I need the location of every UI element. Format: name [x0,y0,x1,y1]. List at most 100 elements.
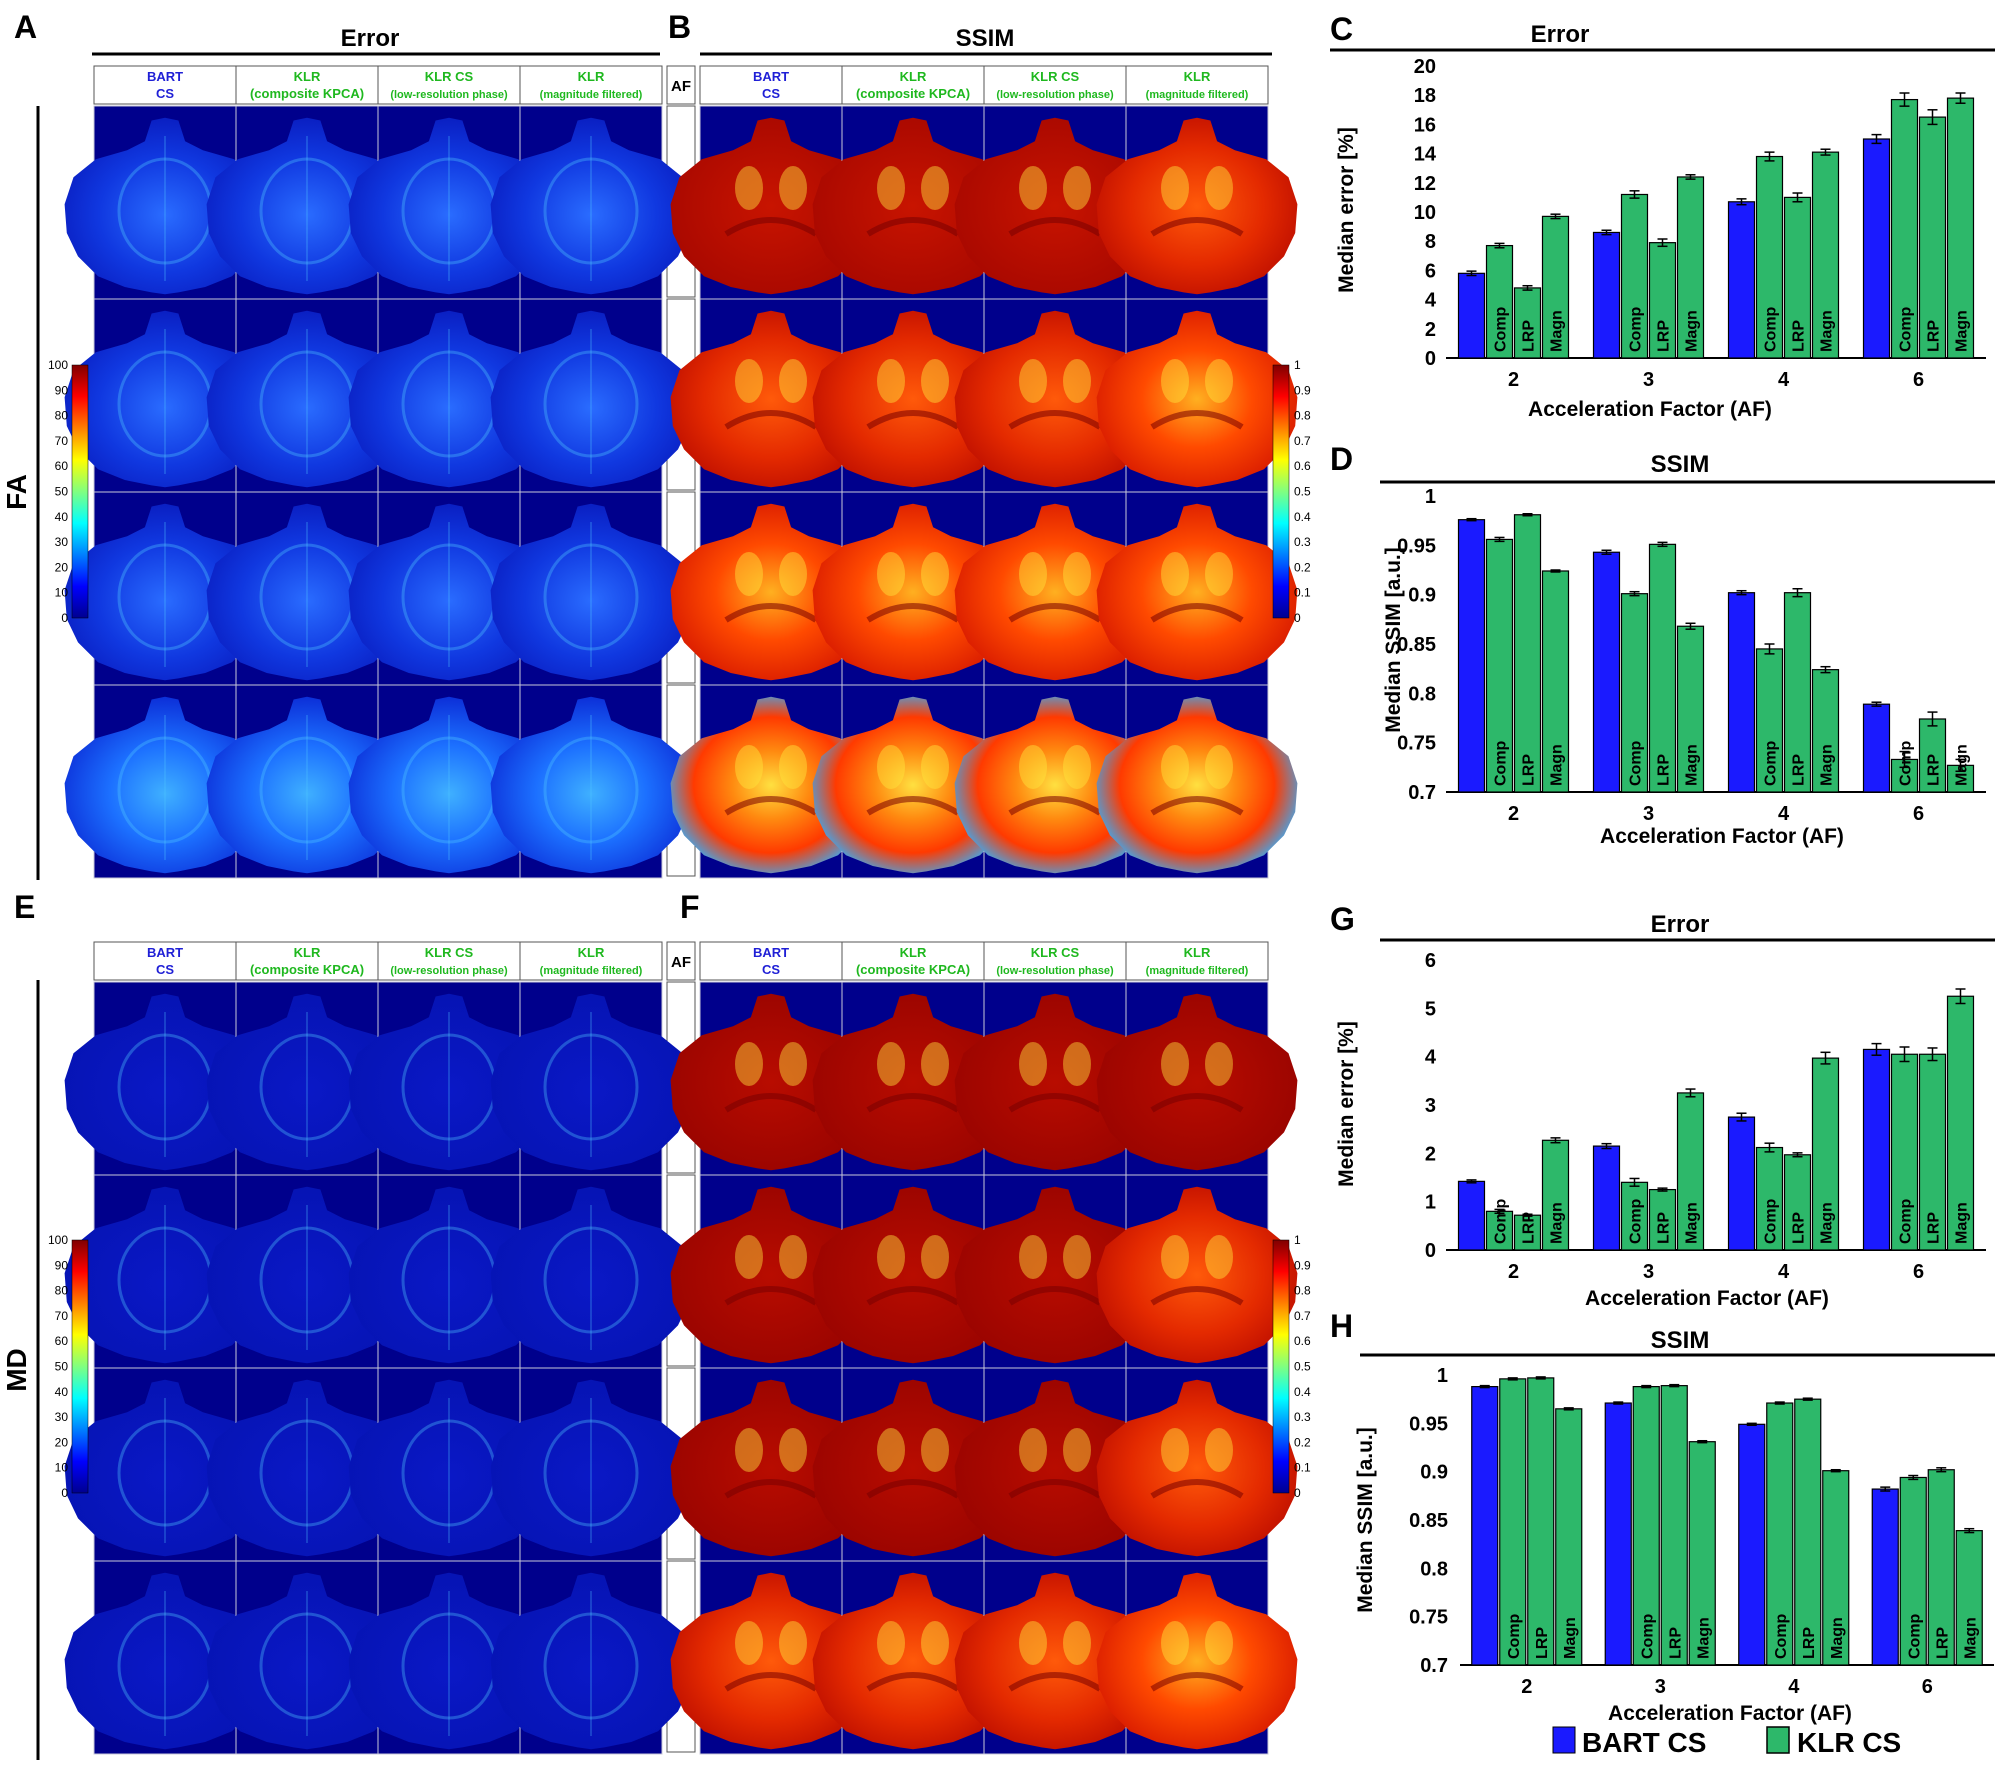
colorbar-tick: 0.7 [1294,1309,1311,1323]
row-label-md: MD [1,1348,32,1392]
bar-label: LRP [1791,320,1808,352]
brain-structure [1019,745,1047,789]
brain-structure [735,1042,763,1086]
colorbar-tick: 0.8 [1294,1284,1311,1298]
colorbar-tick: 0 [61,1486,68,1500]
panel-letter: C [1330,11,1353,47]
brain-structure [724,1286,818,1306]
x-tick-label: 3 [1643,1261,1654,1283]
y-axis-label: Median SSIM [a.u.] [1382,547,1405,733]
colorbar [1272,1239,1290,1494]
brain-map [812,1379,1014,1557]
colorbar-tick: 60 [55,1334,69,1348]
bar [1955,1530,1983,1666]
column-header-line2: (low-resolution phase) [996,965,1114,977]
bar-label: Magn [1819,744,1836,786]
column-header-line2: CS [762,86,780,101]
brain-map [206,117,408,295]
y-tick-label: 0 [1425,1240,1436,1262]
colorbar-tick: 0.5 [1294,485,1311,499]
bar-label: Comp [1906,1613,1923,1659]
brain-map [490,696,692,874]
brain-structure [1063,552,1091,596]
panel-letter-f: F [680,889,700,925]
bar-label: LRP [1656,754,1673,786]
column-header-line1: BART [753,945,789,960]
bar [1918,116,1947,359]
bar-label: LRP [1791,1212,1808,1244]
column-header [1125,65,1269,105]
brain-map [64,117,266,295]
brain-structure [1205,1428,1233,1472]
brain-structure [921,1235,949,1279]
map-tile [490,1174,692,1369]
y-tick-label: 0.8 [1408,683,1436,705]
colorbar-tick: 0.2 [1294,560,1311,574]
bar-label: Comp [1898,306,1915,352]
column-header [377,941,521,981]
bar [1811,151,1840,359]
brain-map [670,1186,872,1364]
brain-map [490,310,692,488]
brain-structure [1150,1093,1244,1113]
map-tile [64,684,266,879]
brain-map [490,1186,692,1364]
column-header-line2: CS [156,86,174,101]
brain-map [348,1186,550,1364]
column-header [377,65,521,105]
brain-map [1096,310,1298,488]
bar-label: Magn [1562,1617,1579,1659]
chart-title: SSIM [1651,451,1710,478]
y-tick-label: 10 [1414,202,1436,224]
brain-structure [1150,410,1244,430]
bar-label: Magn [1954,744,1971,786]
bar [1755,648,1784,793]
brain-map [954,1186,1156,1364]
brain-structure [1019,166,1047,210]
column-header-line1: KLR CS [1031,69,1080,84]
y-tick-label: 0.7 [1420,1655,1448,1677]
brain-structure [921,1042,949,1086]
brain-structure [877,1621,905,1665]
brain-structure [779,1621,807,1665]
y-tick-label: 16 [1414,114,1436,136]
x-tick-label: 6 [1913,369,1924,391]
brain-map [954,993,1156,1171]
brain-structure [1150,1286,1244,1306]
brain-structure [724,1672,818,1692]
brain-structure [735,552,763,596]
brain-structure [1150,1479,1244,1499]
map-tile [1096,1560,1298,1755]
bar [1783,1154,1812,1251]
bar-chart: D SSIM Median SSIM [a.u.] Acceleration Fact… [1330,441,1995,848]
brain-map [812,310,1014,488]
bar [1794,1398,1822,1666]
column-header [93,65,237,105]
bar [1648,543,1677,793]
brain-map [490,1379,692,1557]
map-tile [812,1174,1014,1369]
brain-structure [877,745,905,789]
brain-map [348,503,550,681]
colorbar-tick: 40 [55,1385,69,1399]
brain-structure [1161,552,1189,596]
colorbar-tick: 1 [1294,1233,1301,1247]
column-header [1125,941,1269,981]
column-header-line1: BART [147,69,183,84]
bar [1592,1145,1621,1251]
column-header-line2: (composite KPCA) [250,86,364,101]
column-header-line1: KLR CS [425,69,474,84]
y-tick-label: 4 [1425,290,1437,312]
y-tick-label: 0.9 [1408,585,1436,607]
bar [1811,669,1840,793]
colorbar-tick: 20 [55,1435,69,1449]
colorbar-tick: 0.4 [1294,510,1311,524]
y-tick-label: 4 [1425,1047,1437,1069]
column-header [235,941,379,981]
map-tile [1096,105,1298,300]
colorbar-tick: 100 [48,1233,68,1247]
column-header [235,65,379,105]
brain-structure [1063,359,1091,403]
bar-label: LRP [1926,1212,1943,1244]
x-tick-label: 3 [1643,803,1654,825]
